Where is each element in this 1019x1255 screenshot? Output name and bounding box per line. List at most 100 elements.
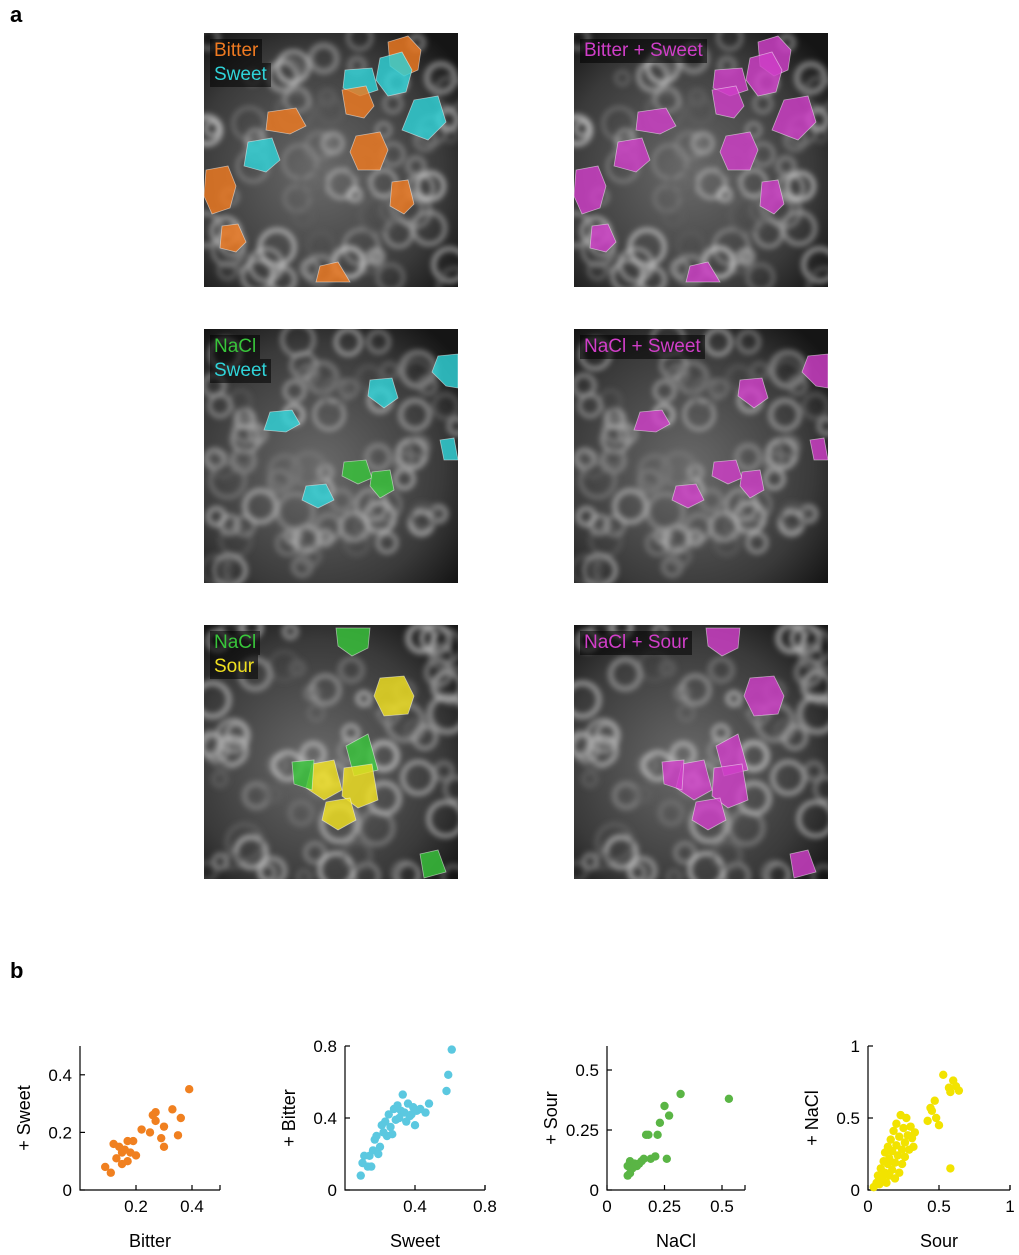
legend-ns_combo: NaCl + Sweet — [580, 335, 705, 359]
data-point — [381, 1117, 390, 1126]
data-point — [889, 1126, 898, 1136]
roi-ns_combo-5 — [739, 469, 765, 499]
x-tick-label: 0.5 — [927, 1197, 951, 1216]
data-point — [384, 1110, 393, 1119]
data-point — [639, 1154, 648, 1163]
legend-entry: NaCl — [210, 335, 261, 359]
data-point — [892, 1119, 901, 1128]
y-tick-label: 0.8 — [313, 1037, 337, 1056]
micrograph-nso_combo: NaCl + Sour — [574, 625, 828, 879]
data-point — [927, 1106, 937, 1115]
x-axis-label: Bitter — [129, 1231, 171, 1251]
data-point — [176, 1113, 185, 1123]
micrograph-nso_single: NaCl Sour — [204, 625, 458, 879]
x-axis-label: NaCl — [656, 1231, 696, 1251]
data-point — [890, 1174, 900, 1183]
roi-nso_single-5 — [341, 763, 379, 809]
data-point — [106, 1168, 116, 1177]
data-point — [424, 1099, 434, 1108]
x-tick-label: 0.2 — [124, 1197, 148, 1216]
data-point — [388, 1130, 397, 1139]
y-tick-label: 0.25 — [566, 1121, 599, 1140]
data-point — [900, 1138, 910, 1147]
legend-nso_combo: NaCl + Sour — [580, 631, 693, 655]
roi-nso_combo-1 — [743, 675, 785, 717]
roi-bs_combo-9 — [759, 179, 785, 215]
x-axis-label: Sour — [920, 1231, 958, 1251]
data-point — [655, 1118, 665, 1127]
x-tick-label: 0.8 — [473, 1197, 497, 1216]
data-point — [356, 1171, 365, 1180]
data-point — [159, 1122, 169, 1131]
data-point — [939, 1070, 948, 1079]
panel-letter-b: b — [10, 958, 24, 983]
roi-ns_single-1 — [367, 377, 399, 409]
data-point — [375, 1142, 385, 1151]
roi-ns_combo-6 — [671, 483, 705, 509]
x-tick-label: 0.4 — [180, 1197, 204, 1216]
data-point — [923, 1116, 932, 1126]
data-point — [930, 1096, 939, 1105]
legend-entry: NaCl + Sweet — [580, 335, 705, 359]
roi-nso_single-1 — [373, 675, 415, 717]
legend-ns_single: NaCl Sweet — [210, 335, 271, 383]
roi-bs_single-6 — [243, 137, 281, 173]
data-point — [897, 1159, 907, 1169]
data-point — [395, 1113, 404, 1123]
scatter-plot-nacl: 0 0.25 0.5 0 0.25 0.5 NaCl + Sour — [537, 1036, 755, 1255]
data-point — [887, 1146, 897, 1156]
data-point — [653, 1130, 662, 1139]
panel-letter-a: a — [10, 2, 23, 27]
roi-bs_single-10 — [219, 223, 247, 253]
data-point — [893, 1151, 903, 1160]
roi-ns_single-0 — [431, 353, 458, 389]
data-point — [410, 1121, 420, 1130]
data-point — [724, 1094, 734, 1103]
scatter-plot-sweet: 0.4 0.8 0 0.4 0.8 Sweet + Bitter — [275, 1036, 497, 1255]
roi-nso_combo-6 — [691, 797, 727, 831]
roi-nso_combo-0 — [705, 627, 741, 657]
data-point — [651, 1152, 660, 1161]
legend-bs_single: Bitter Sweet — [210, 39, 271, 87]
x-tick-label: 0 — [602, 1197, 611, 1216]
legend-entry: Sweet — [210, 359, 271, 383]
roi-bs_combo-5 — [635, 107, 677, 135]
x-tick-label: 0.4 — [403, 1197, 427, 1216]
legend-entry: Bitter — [210, 39, 263, 63]
roi-nso_single-4 — [291, 759, 315, 791]
roi-bs_single-8 — [204, 165, 237, 215]
data-point — [660, 1101, 669, 1111]
legend-entry: NaCl — [210, 631, 261, 655]
micrograph-bs_combo: Bitter + Sweet — [574, 33, 828, 287]
y-axis-label: + NaCl — [802, 1090, 822, 1146]
data-point — [906, 1122, 915, 1131]
data-point — [442, 1086, 451, 1096]
data-point — [644, 1130, 653, 1139]
data-point — [892, 1141, 901, 1150]
data-point — [676, 1089, 685, 1099]
roi-bs_combo-10 — [589, 223, 617, 253]
micrograph-ns_single: NaCl Sweet — [204, 329, 458, 583]
legend-entry: Bitter + Sweet — [580, 39, 707, 63]
y-tick-label: 0.2 — [48, 1123, 72, 1142]
data-point — [886, 1135, 895, 1144]
roi-ns_single-4 — [341, 459, 373, 485]
data-point — [131, 1151, 141, 1160]
x-axis-label: Sweet — [390, 1231, 440, 1251]
data-point — [157, 1133, 166, 1143]
y-tick-label: 0 — [63, 1181, 72, 1200]
y-tick-label: 0 — [590, 1181, 599, 1200]
roi-nso_single-7 — [419, 849, 447, 879]
roi-bs_combo-11 — [685, 261, 721, 283]
data-point — [897, 1145, 907, 1154]
scatter-plot-bitter: 0.2 0.4 0 0.2 0.4 Bitter + Sweet — [10, 1036, 230, 1255]
x-tick-label: 0 — [863, 1197, 872, 1216]
data-point — [910, 1128, 920, 1137]
data-point — [909, 1142, 918, 1151]
roi-bs_single-5 — [265, 107, 307, 135]
data-point — [372, 1131, 381, 1141]
roi-bs_combo-7 — [719, 131, 759, 171]
data-point — [367, 1162, 376, 1171]
data-point — [946, 1164, 955, 1173]
data-point — [151, 1116, 160, 1126]
